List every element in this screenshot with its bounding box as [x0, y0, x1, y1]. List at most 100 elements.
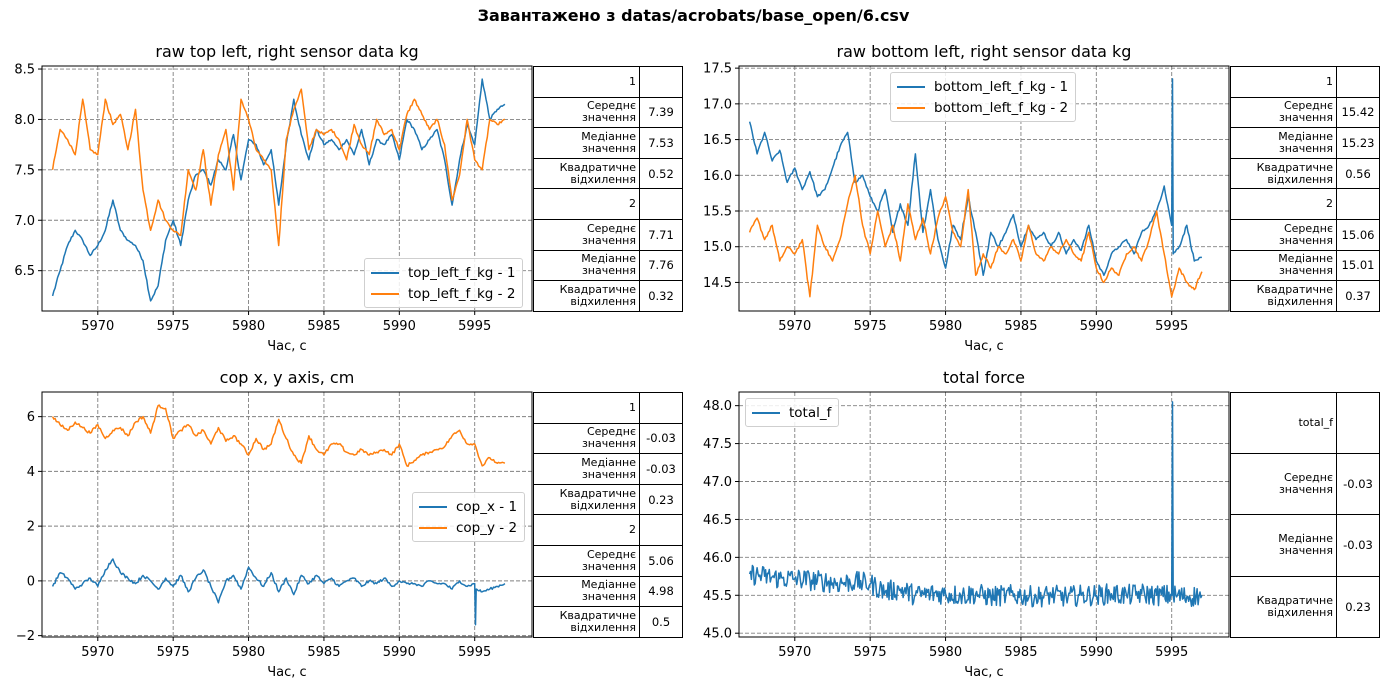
y-tick-label: 46.5 [703, 513, 732, 528]
x-tick-label: 5975 [157, 645, 190, 660]
legend-label: cop_y - 2 [456, 519, 518, 536]
y-tick-label: 48.0 [703, 399, 732, 414]
table-header: 1 [533, 392, 640, 424]
table-row-value: 0.23 [1336, 575, 1380, 638]
y-tick-label: 15.5 [703, 205, 732, 220]
x-tick-label: 5995 [1155, 645, 1188, 660]
x-tick-label: 5975 [854, 319, 887, 334]
legend-label: bottom_left_f_kg - 2 [934, 99, 1069, 116]
table-row-label: Медіанне значення [1230, 127, 1337, 159]
legend-entry: top_left_f_kg - 2 [371, 283, 515, 304]
table-row-label: Квадратичне відхилення [533, 157, 640, 190]
chart-legend: top_left_f_kg - 1 top_left_f_kg - 2 [364, 258, 524, 308]
legend-label: cop_x - 1 [456, 498, 518, 515]
table-row-value: 0.32 [639, 280, 683, 312]
x-tick-label: 5980 [232, 319, 265, 334]
x-tick-label: 5990 [1080, 645, 1113, 660]
legend-entry: cop_x - 1 [419, 496, 517, 517]
y-tick-label: 47.0 [703, 475, 732, 490]
series-line [51, 404, 506, 468]
plot-frame [41, 65, 533, 312]
table-row-label: Медіанне значення [533, 453, 640, 485]
table-row-value: 15.42 [1336, 96, 1380, 129]
y-tick-label: 0 [27, 574, 35, 589]
x-axis-label: Час, с [964, 665, 1004, 680]
x-tick-label: 5985 [307, 645, 340, 660]
table-row-label: Квадратичне відхилення [1230, 280, 1337, 312]
legend-swatch [752, 411, 780, 414]
x-tick-label: 5975 [854, 645, 887, 660]
table-row-value: -0.03 [639, 453, 683, 485]
table-header: 2 [1230, 188, 1337, 220]
chart-panel-raw-top: raw top left, right sensor data kg 5970 5… [0, 30, 690, 360]
table-row-label: Квадратичне відхилення [533, 483, 640, 516]
x-tick-label: 5980 [929, 319, 962, 334]
y-tick-label: 16.5 [703, 133, 732, 148]
table-row-label: Квадратичне відхилення [1230, 157, 1337, 190]
stats-table: 1 Середнє значення -0.03 Медіанне значенн… [533, 392, 683, 638]
series-line [51, 88, 506, 247]
x-tick-label: 5990 [1080, 319, 1113, 334]
table-row-value: 7.71 [639, 218, 683, 251]
chart-title: cop x, y axis, cm [219, 368, 355, 387]
y-tick-label: 8.5 [14, 63, 35, 78]
table-row-label: Квадратичне відхилення [1230, 575, 1337, 638]
table-row-value: 15.01 [1336, 249, 1380, 282]
table-row-label: Медіанне значення [533, 249, 640, 282]
y-tick-label: 6.5 [14, 264, 35, 279]
y-tick-label: 46.0 [703, 551, 732, 566]
x-tick-label: 5970 [778, 645, 811, 660]
y-tick-label: 6 [27, 410, 35, 425]
table-row-label: Середнє значення [1230, 96, 1337, 129]
table-row-label: Медіанне значення [533, 575, 640, 608]
legend-swatch [897, 85, 925, 88]
plot-frame [738, 65, 1230, 312]
chart-plot-area: 5970 5975 5980 5985 5990 5995 45.0 45.5 46.0 46.5… [703, 391, 1230, 660]
legend-swatch [371, 271, 399, 274]
series-line [51, 78, 506, 302]
y-tick-label: 17.0 [703, 97, 732, 112]
series-line [748, 174, 1203, 298]
table-row-label: Квадратичне відхилення [533, 280, 640, 312]
stats-table: 1 Середнє значення 7.39 Медіанне значення… [533, 66, 683, 312]
x-tick-label: 5970 [81, 645, 114, 660]
x-tick-label: 5970 [81, 319, 114, 334]
table-row-label: Медіанне значення [533, 127, 640, 159]
table-row-value: -0.03 [639, 422, 683, 455]
x-axis-label: Час, с [964, 339, 1004, 354]
chart-title: total force [943, 368, 1025, 387]
table-row-label: Квадратичне відхилення [533, 606, 640, 638]
chart-legend: total_f [745, 398, 840, 427]
table-header: 1 [533, 66, 640, 98]
table-row-value: 0.37 [1336, 280, 1380, 312]
x-tick-label: 5995 [458, 319, 491, 334]
legend-entry: cop_y - 2 [419, 517, 517, 538]
chart-panel-raw-bottom: raw bottom left, right sensor data kg 59… [697, 30, 1387, 360]
y-tick-label: 7.5 [14, 163, 35, 178]
plot-frame [738, 391, 1230, 638]
y-tick-label: 15.0 [703, 240, 732, 255]
legend-swatch [419, 526, 447, 529]
series-line [51, 558, 506, 626]
table-row-value: 7.53 [639, 127, 683, 159]
legend-label: top_left_f_kg - 1 [408, 264, 516, 281]
legend-entry: bottom_left_f_kg - 1 [897, 76, 1068, 97]
legend-label: top_left_f_kg - 2 [408, 285, 516, 302]
figure-suptitle: Завантажено з datas/acrobats/base_open/6… [477, 6, 910, 25]
legend-label: bottom_left_f_kg - 1 [934, 78, 1069, 95]
table-row-value: 5.06 [639, 544, 683, 577]
table-row-value: 0.23 [639, 483, 683, 516]
x-tick-label: 5970 [778, 319, 811, 334]
y-tick-label: 7.0 [14, 214, 35, 229]
chart-plot-area: 5970 5975 5980 5985 5990 5995 14.5 15.0 15.5 16.0… [703, 62, 1230, 334]
y-tick-label: 17.5 [703, 62, 732, 77]
table-row-value: -0.03 [1336, 453, 1380, 516]
legend-entry: top_left_f_kg - 1 [371, 262, 515, 283]
legend-swatch [371, 292, 399, 295]
y-tick-label: −2 [16, 629, 35, 644]
series-line [748, 401, 1203, 608]
y-tick-label: 45.5 [703, 589, 732, 604]
chart-panel-cop: cop x, y axis, cm 5970 5975 5980 5985 5990 59… [0, 356, 690, 686]
legend-label: total_f [789, 404, 832, 421]
x-tick-label: 5995 [1155, 319, 1188, 334]
